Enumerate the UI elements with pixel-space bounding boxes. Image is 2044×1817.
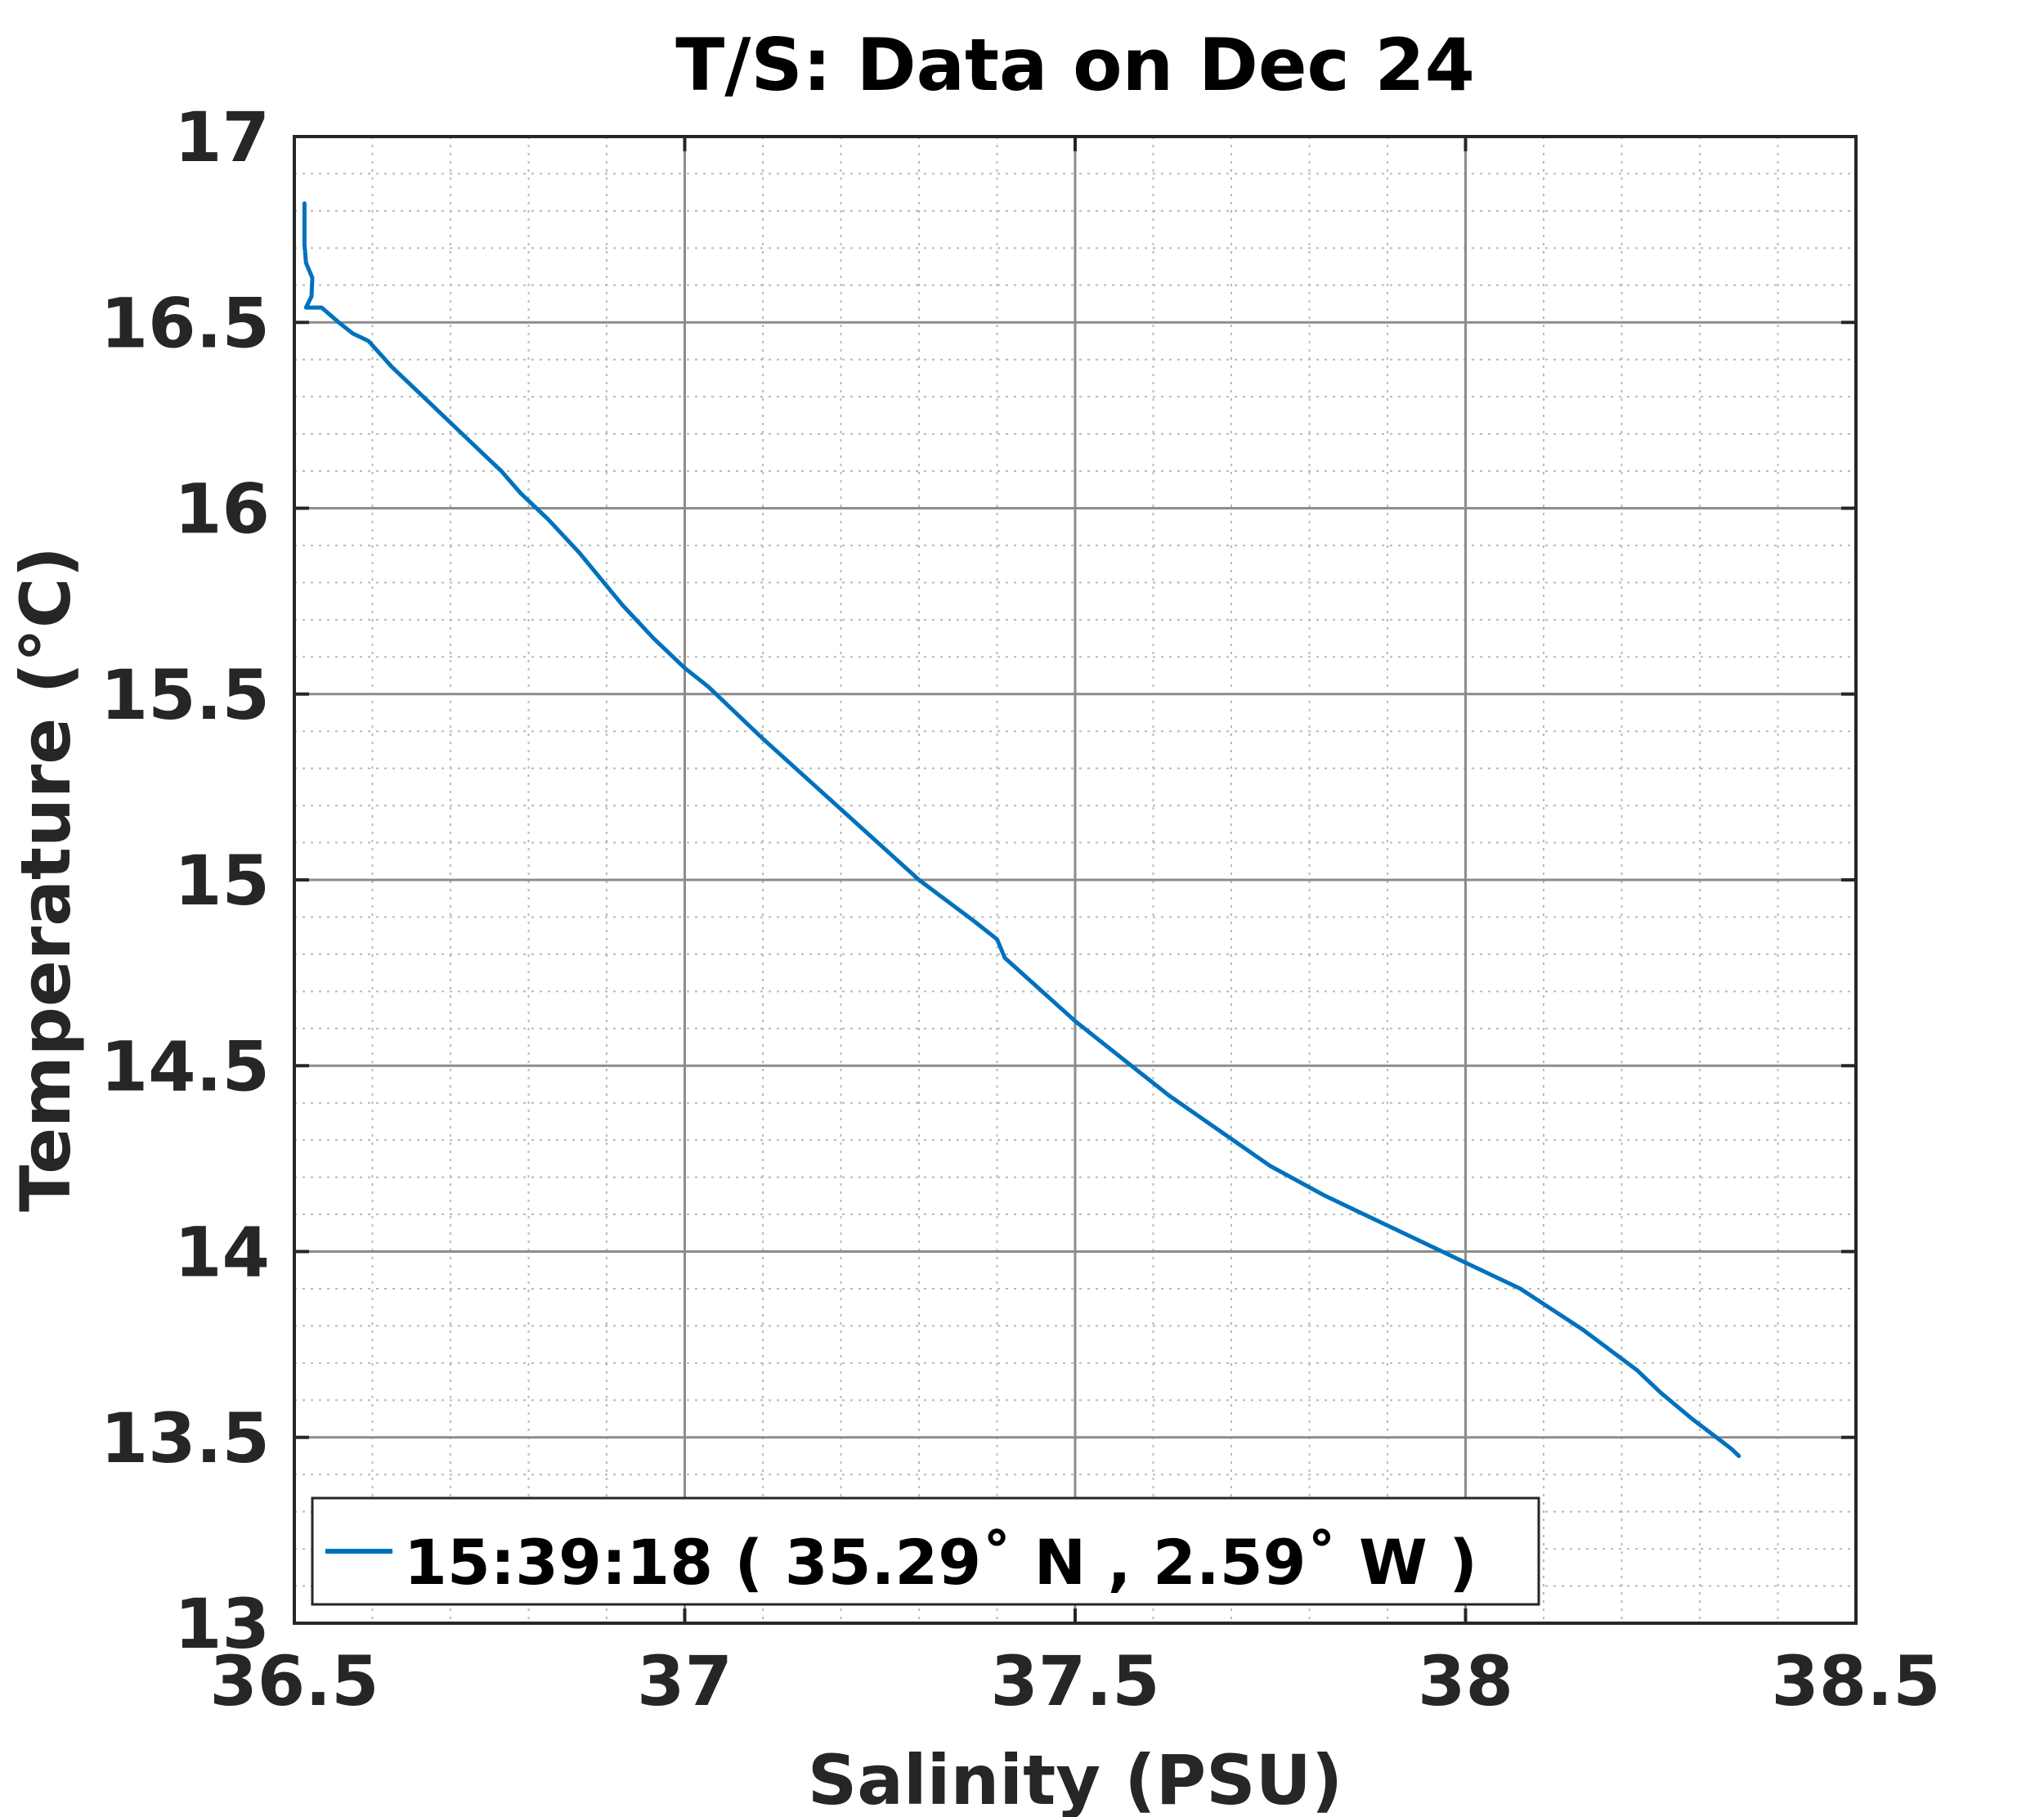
plot-frame bbox=[293, 135, 1858, 1625]
series-line-0 bbox=[302, 201, 1741, 1458]
y-tick-label: 17 bbox=[174, 97, 270, 177]
legend-entry-label: 15:39:18 ( 35.29˚ N , 2.59˚ W ) bbox=[404, 1526, 1477, 1599]
series-layer bbox=[302, 201, 1741, 1458]
y-tick-label: 14.5 bbox=[101, 1026, 270, 1106]
y-tick-label: 15.5 bbox=[101, 655, 270, 735]
x-tick-label: 38.5 bbox=[1771, 1641, 1940, 1721]
chart-title: T/S: Data on Dec 24 bbox=[675, 23, 1475, 107]
x-tick-label: 38 bbox=[1418, 1641, 1513, 1721]
x-axis-label: Salinity (PSU) bbox=[808, 1740, 1343, 1817]
legend: 15:39:18 ( 35.29˚ N , 2.59˚ W ) bbox=[311, 1496, 1540, 1606]
y-tick-label: 16.5 bbox=[101, 283, 270, 363]
x-tick-label: 36.5 bbox=[209, 1641, 379, 1721]
x-tick-label: 37 bbox=[637, 1641, 733, 1721]
minor-grid bbox=[294, 137, 1856, 1623]
x-tick-label: 37.5 bbox=[990, 1641, 1159, 1721]
y-tick-label: 13 bbox=[174, 1584, 270, 1664]
y-tick-label: 13.5 bbox=[101, 1398, 270, 1478]
x-tick-labels: 36.5 37 37.5 38 38.5 bbox=[209, 1641, 1940, 1721]
y-tick-label: 16 bbox=[174, 469, 270, 550]
y-axis-label: Temperature (°C) bbox=[6, 546, 86, 1212]
major-grid bbox=[294, 137, 1856, 1623]
y-tick-label: 15 bbox=[174, 841, 270, 921]
y-tick-label: 14 bbox=[174, 1213, 270, 1293]
y-tick-labels: 13 13.5 14 14.5 15 15.5 16 16.5 17 bbox=[101, 97, 270, 1664]
legend-box bbox=[311, 1496, 1540, 1606]
